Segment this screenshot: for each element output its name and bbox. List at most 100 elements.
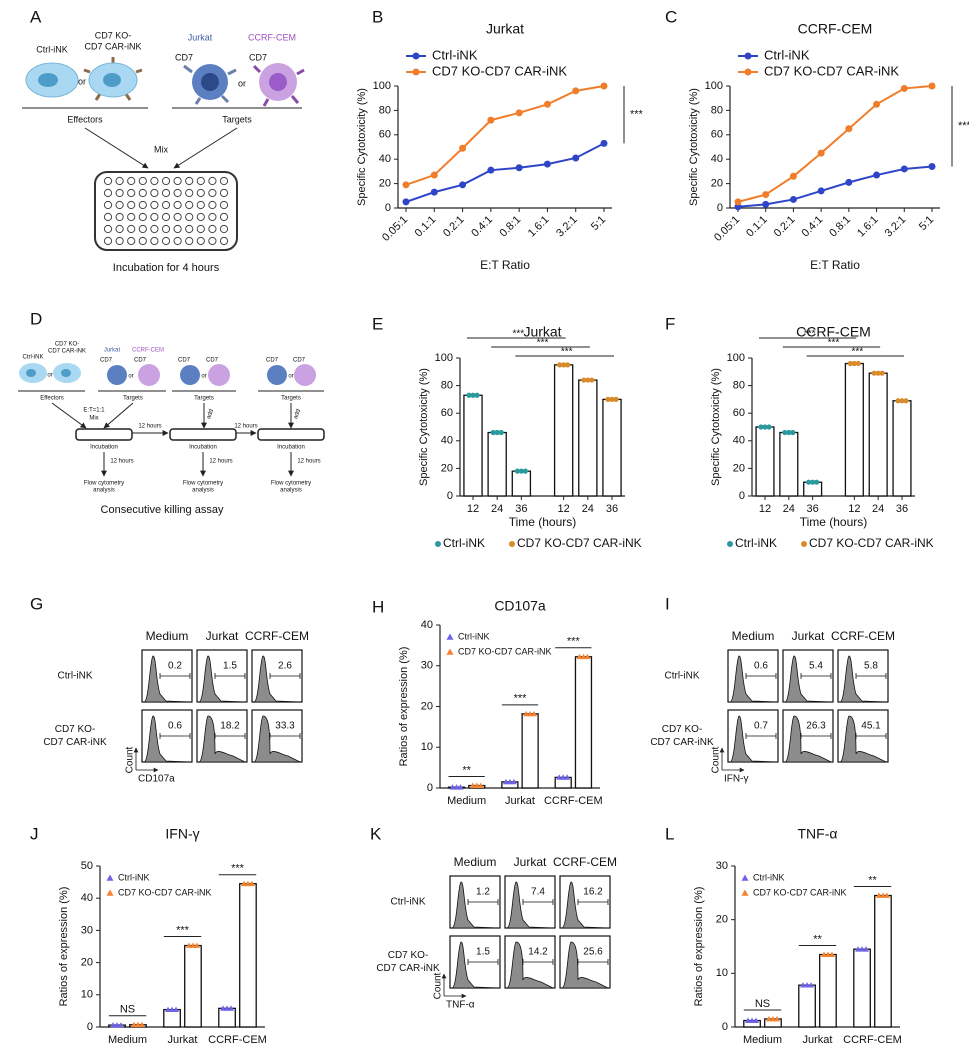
data-point — [494, 429, 500, 436]
data-point — [600, 82, 608, 90]
well — [150, 212, 159, 222]
histogram — [784, 715, 832, 763]
or-label: or — [78, 76, 86, 86]
data-point — [169, 1006, 176, 1013]
group-label: Effectors — [67, 114, 103, 124]
well — [115, 212, 124, 222]
column-label: Medium — [146, 629, 189, 643]
well — [185, 224, 194, 234]
well — [138, 212, 147, 222]
data-point — [510, 778, 517, 785]
significance-label: *** — [804, 329, 816, 340]
legend-marker — [744, 52, 752, 60]
data-point — [871, 370, 877, 376]
data-point — [522, 468, 528, 474]
row-label: Ctrl-iNK — [58, 671, 93, 682]
y-tick-label: 0 — [447, 490, 453, 502]
well — [127, 224, 136, 234]
legend-label: Ctrl-iNK — [432, 47, 478, 62]
data-point — [863, 946, 870, 952]
chart-title: CCRF-CEM — [796, 324, 871, 340]
add-label: add — [206, 408, 215, 419]
x-tick-label: 0.8:1 — [498, 214, 524, 240]
well — [138, 236, 147, 246]
x-tick-label: 36 — [606, 503, 618, 515]
y-tick-label: 60 — [379, 129, 391, 141]
data-point — [564, 774, 571, 780]
legend-marker — [741, 874, 749, 881]
analysis-label: Flow cytometry — [183, 481, 223, 487]
x-tick-label: 0.4:1 — [469, 214, 495, 240]
bar — [755, 426, 775, 497]
histogram — [143, 715, 191, 763]
well — [150, 176, 159, 186]
data-point — [138, 1021, 145, 1028]
data-point — [173, 1006, 180, 1013]
data-point — [224, 1005, 231, 1011]
significance-label: *** — [231, 863, 245, 875]
cell-label: CD7 KO- — [55, 342, 79, 348]
legend-marker — [741, 889, 749, 896]
data-point — [789, 172, 797, 180]
cell — [107, 365, 127, 385]
histogram — [253, 715, 301, 763]
data-point — [228, 1005, 235, 1011]
gate-value: 7.4 — [531, 887, 545, 898]
or-label: or — [128, 374, 133, 380]
data-point — [820, 951, 827, 957]
data-point — [808, 982, 815, 988]
bar — [239, 883, 257, 1028]
marker-label: CD7 — [175, 52, 193, 62]
x-axis-label: Time (hours) — [509, 515, 577, 529]
data-point — [790, 429, 796, 436]
y-tick-label: 20 — [711, 178, 723, 190]
y-tick-label: 60 — [441, 407, 453, 419]
well — [185, 176, 194, 186]
data-point — [487, 116, 495, 124]
column-label: CCRF-CEM — [553, 855, 617, 869]
bar — [487, 431, 507, 497]
data-point — [817, 149, 825, 157]
data-point — [165, 1006, 172, 1013]
well — [208, 212, 217, 222]
data-point — [240, 880, 247, 887]
y-tick-label: 0 — [739, 490, 745, 502]
x-axis-label: E:T Ratio — [480, 258, 530, 272]
x-tick-label: 36 — [896, 503, 908, 515]
legend-label: Ctrl-iNK — [118, 872, 150, 882]
dish — [75, 428, 133, 441]
legend-label: Ctrl-iNK — [458, 631, 490, 641]
chart-title: Jurkat — [523, 324, 561, 340]
data-point — [470, 392, 476, 398]
well — [219, 200, 229, 210]
y-axis-label: Ratios of expression (%) — [693, 887, 705, 1007]
data-point — [244, 880, 251, 887]
data-point — [560, 774, 567, 780]
cell — [294, 364, 316, 386]
data-point — [804, 982, 811, 988]
well — [115, 236, 124, 246]
well — [115, 200, 124, 210]
data-point — [585, 377, 591, 383]
column-label: CCRF-CEM — [831, 629, 895, 643]
x-tick-label: Medium — [447, 795, 486, 807]
data-point — [900, 165, 908, 173]
data-point — [817, 187, 825, 195]
data-point — [605, 396, 611, 402]
x-tick-label: 12 — [848, 503, 860, 515]
data-point — [402, 181, 410, 189]
x-tick-label: 12 — [558, 503, 570, 515]
data-point — [786, 429, 792, 436]
cell — [208, 364, 230, 386]
arrow — [173, 127, 238, 169]
panel-letter: B — [372, 7, 383, 26]
y-tick-label: 30 — [421, 660, 433, 672]
bar — [574, 656, 593, 789]
well — [185, 212, 194, 222]
y-tick-label: 50 — [81, 860, 93, 872]
gate-value: 1.5 — [223, 661, 237, 672]
y-tick-label: 30 — [81, 924, 93, 936]
well — [150, 236, 159, 246]
bar — [798, 984, 816, 1028]
nucleus — [38, 73, 58, 87]
